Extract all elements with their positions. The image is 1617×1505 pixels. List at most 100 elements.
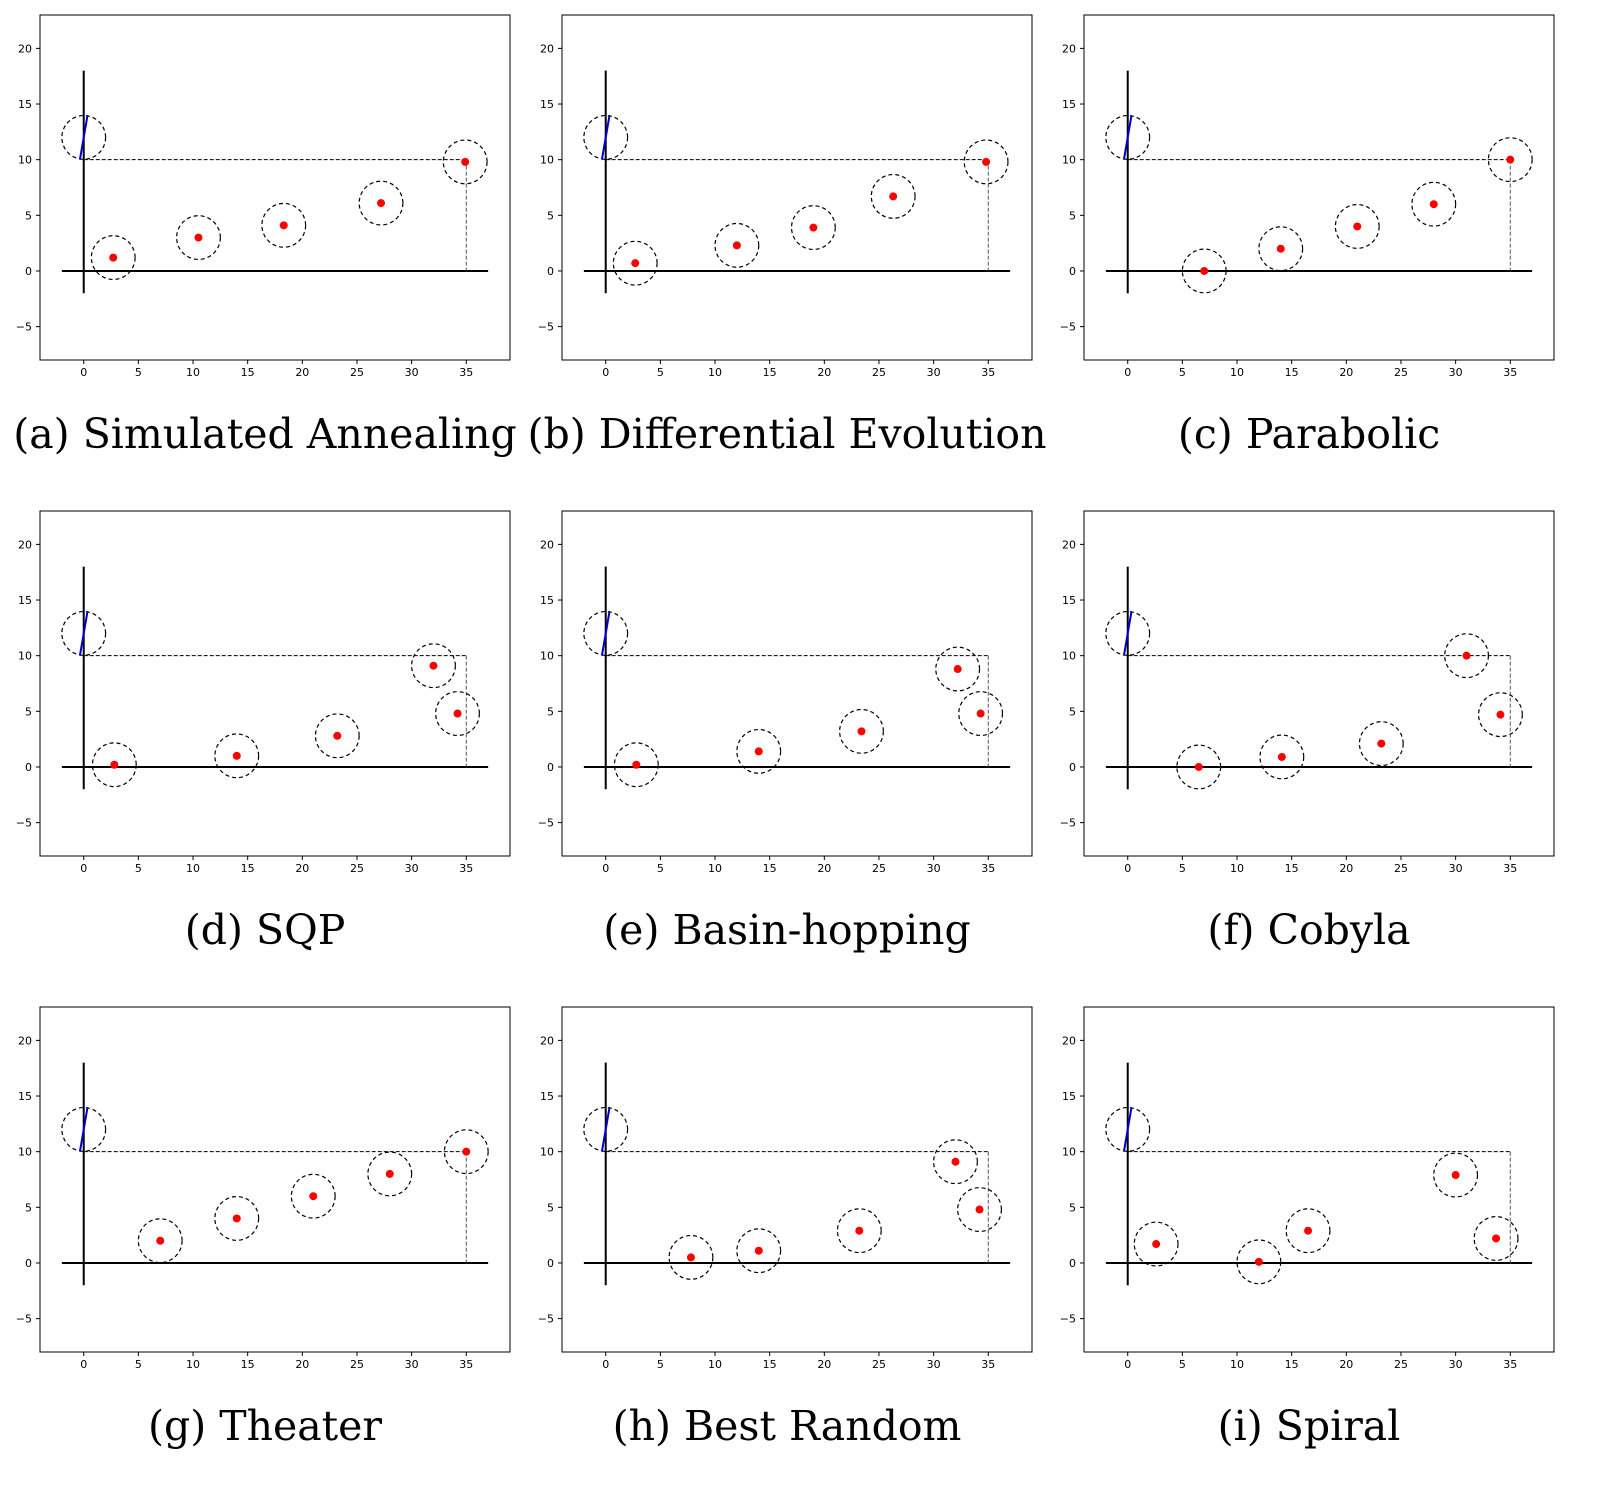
y-tick-label: −5 — [1060, 321, 1076, 334]
point-circle — [736, 728, 782, 774]
x-tick-label: 20 — [295, 1358, 309, 1371]
y-tick-label: 10 — [540, 154, 554, 167]
x-tick-label: 5 — [135, 1358, 142, 1371]
y-tick-label: 0 — [547, 1257, 554, 1270]
data-point — [1506, 155, 1515, 164]
point-circle — [668, 1234, 714, 1280]
data-point — [194, 233, 203, 242]
x-tick-label: 20 — [817, 1358, 831, 1371]
x-tick-label: 0 — [602, 862, 609, 875]
x-tick-label: 5 — [1179, 862, 1186, 875]
x-tick-label: 30 — [405, 1358, 419, 1371]
point-circle — [935, 646, 981, 692]
reference-blue-line — [78, 1106, 89, 1152]
y-tick-label: 20 — [540, 538, 554, 551]
panel-caption: (e) Basin-hopping — [603, 906, 971, 954]
plot-frame — [1083, 14, 1555, 361]
data-point — [855, 1226, 864, 1235]
y-tick-label: 10 — [1062, 154, 1076, 167]
y-tick-label: 20 — [1062, 1034, 1076, 1047]
data-point — [1304, 1226, 1313, 1235]
panel-caption: (c) Parabolic — [1177, 410, 1441, 458]
x-tick-label: 0 — [80, 862, 87, 875]
point-circle — [1258, 226, 1304, 272]
y-tick-label: −5 — [16, 321, 32, 334]
plot-frame — [1083, 510, 1555, 857]
x-tick-label: 20 — [1339, 366, 1353, 379]
chart-panel: 0 5 10 15 20 25 30 35 −5 0 5 10 15 20 (f) Cobyla — [1044, 496, 1574, 1001]
data-point — [232, 1214, 241, 1223]
point-circle — [613, 742, 659, 788]
y-tick-label: 20 — [1062, 538, 1076, 551]
point-circle — [358, 180, 404, 226]
chart-svg: 0 5 10 15 20 25 30 35 −5 0 5 10 15 20 — [538, 14, 1033, 379]
data-point — [1462, 651, 1471, 660]
point-circle — [367, 1151, 413, 1197]
x-tick-label: 5 — [657, 1358, 664, 1371]
x-tick-label: 25 — [872, 1358, 886, 1371]
x-tick-label: 15 — [763, 1358, 777, 1371]
y-tick-label: 5 — [25, 705, 32, 718]
data-point — [976, 709, 985, 718]
x-tick-label: 10 — [1230, 862, 1244, 875]
chart-svg: 0 5 10 15 20 25 30 35 −5 0 5 10 15 20 — [1060, 1006, 1555, 1371]
reference-blue-line — [78, 610, 89, 656]
y-tick-label: 10 — [18, 650, 32, 663]
x-tick-label: 20 — [817, 862, 831, 875]
point-circle — [957, 1187, 1002, 1233]
y-tick-label: −5 — [538, 817, 554, 830]
x-tick-label: 0 — [1124, 1358, 1131, 1371]
panel-caption: (d) SQP — [184, 906, 346, 954]
point-circle — [411, 643, 456, 689]
plot-frame — [561, 14, 1033, 361]
data-point — [1377, 739, 1386, 748]
y-tick-label: 5 — [547, 705, 554, 718]
point-circle — [214, 733, 260, 779]
x-tick-label: 10 — [708, 1358, 722, 1371]
x-tick-label: 15 — [241, 862, 255, 875]
y-tick-label: 0 — [25, 761, 32, 774]
x-tick-label: 0 — [80, 1358, 87, 1371]
x-tick-label: 0 — [1124, 862, 1131, 875]
data-point — [1276, 244, 1285, 253]
point-circle — [1259, 734, 1305, 780]
y-tick-label: 15 — [540, 1090, 554, 1103]
y-tick-label: 5 — [1069, 1201, 1076, 1214]
x-tick-label: 35 — [1503, 1358, 1517, 1371]
data-point — [809, 223, 818, 232]
point-circle — [314, 713, 360, 759]
point-circle — [91, 742, 137, 788]
data-point — [889, 192, 898, 201]
y-tick-label: −5 — [538, 321, 554, 334]
y-tick-label: 5 — [1069, 705, 1076, 718]
reference-circle — [61, 1106, 107, 1152]
x-tick-label: 15 — [1285, 1358, 1299, 1371]
panel-caption: (b) Differential Evolution — [527, 410, 1047, 458]
reference-blue-line — [78, 114, 89, 160]
reference-circle — [583, 610, 629, 656]
chart-svg: 0 5 10 15 20 25 30 35 −5 0 5 10 15 20 — [1060, 510, 1555, 875]
point-circle — [214, 1195, 260, 1241]
x-tick-label: 20 — [1339, 862, 1353, 875]
data-point — [1254, 1257, 1263, 1266]
x-tick-label: 30 — [927, 366, 941, 379]
point-circle — [1411, 181, 1457, 227]
data-point — [857, 727, 866, 736]
y-tick-label: −5 — [1060, 817, 1076, 830]
point-circle — [176, 215, 221, 261]
x-tick-label: 30 — [927, 1358, 941, 1371]
point-circle — [736, 1228, 782, 1274]
point-circle — [1487, 137, 1533, 183]
point-circle — [839, 708, 884, 754]
plot-frame — [561, 510, 1033, 857]
x-tick-label: 35 — [459, 1358, 473, 1371]
x-tick-label: 35 — [1503, 366, 1517, 379]
x-tick-label: 35 — [981, 1358, 995, 1371]
x-tick-label: 20 — [817, 366, 831, 379]
data-point — [1451, 1171, 1460, 1180]
data-point — [951, 1157, 960, 1166]
x-tick-label: 5 — [135, 366, 142, 379]
point-circle — [137, 1218, 183, 1264]
x-tick-label: 0 — [1124, 366, 1131, 379]
x-tick-label: 25 — [872, 366, 886, 379]
